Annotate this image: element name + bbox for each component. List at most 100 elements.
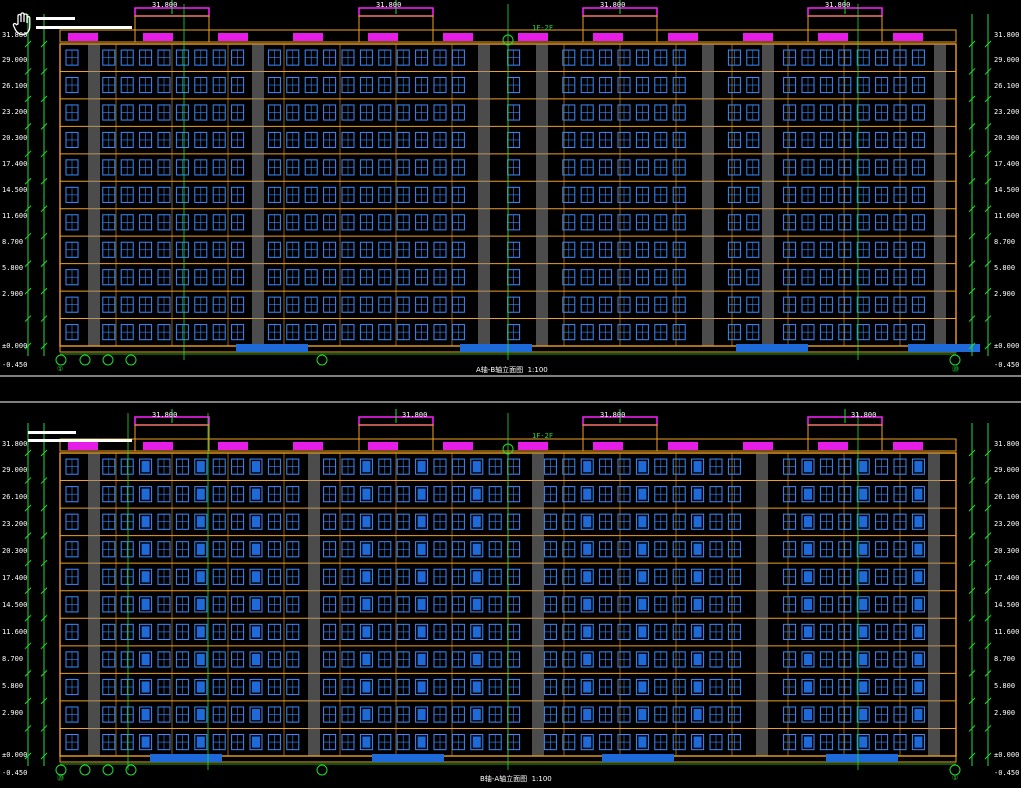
dimension-tick [24, 342, 32, 350]
elev-label: 11.600 [994, 628, 1020, 636]
entrance-canopy [372, 754, 444, 762]
window [580, 513, 594, 530]
elev-label: 14.500 [2, 601, 28, 609]
window [415, 541, 429, 558]
dimension-tick [984, 95, 992, 103]
column-strip [934, 44, 946, 346]
window-glass [362, 461, 371, 473]
window [249, 623, 263, 640]
window [580, 678, 594, 696]
window-glass [141, 681, 150, 693]
dimension-tick [40, 123, 48, 130]
window [415, 458, 429, 475]
window-glass [196, 708, 205, 721]
window-glass [914, 653, 923, 666]
dimension-tick [984, 177, 992, 185]
window-glass [583, 626, 592, 638]
window-glass [417, 653, 426, 666]
drawing-scale-top: 1:100 [527, 366, 548, 374]
window [635, 568, 649, 585]
window [415, 651, 429, 668]
window-glass [693, 736, 702, 748]
dimension-tick [968, 670, 976, 677]
roof-railing-segment [218, 442, 248, 450]
roof-label-bottom-2: 31.800 [402, 411, 428, 419]
window-glass [638, 598, 647, 610]
window [470, 678, 484, 696]
window-glass [693, 571, 702, 583]
dimension-tick [984, 315, 992, 322]
window-glass [141, 571, 150, 583]
entrance-canopy [460, 344, 532, 352]
window [580, 541, 594, 558]
window [801, 706, 815, 723]
window [801, 651, 815, 668]
dimension-tick [968, 642, 976, 650]
dimension-tick [24, 123, 32, 130]
window-glass [362, 653, 371, 666]
window-glass [417, 681, 426, 693]
dimension-tick [24, 287, 32, 295]
window-glass [859, 516, 868, 528]
axis-start-top: ① [57, 365, 64, 373]
window-glass [693, 708, 702, 721]
elev-label: 8.700 [994, 238, 1016, 246]
window [856, 458, 870, 475]
dimension-tick [40, 725, 48, 732]
window [635, 706, 649, 723]
dimension-tick [40, 532, 48, 539]
dimension-tick [984, 587, 992, 595]
dimension-tick [984, 670, 992, 677]
window-glass [472, 516, 481, 528]
dimension-tick [984, 642, 992, 650]
dimension-tick [968, 532, 976, 539]
window-glass [804, 488, 812, 500]
roof-railing-segment [293, 33, 323, 41]
window-glass [914, 626, 923, 638]
window-glass [638, 681, 647, 693]
entrance-canopy [826, 754, 898, 762]
dimension-tick [40, 477, 48, 484]
roof-railing-segment [743, 33, 773, 41]
window-glass [914, 488, 923, 500]
window-glass [252, 681, 260, 693]
annotation-tag-top: 1F-2F [532, 24, 554, 32]
window-glass [914, 736, 923, 748]
window [194, 678, 208, 696]
dimension-tick [24, 449, 32, 457]
window [359, 706, 373, 723]
dimension-tick [984, 504, 992, 512]
elevation-bottom [24, 409, 992, 776]
dimension-tick [968, 315, 976, 322]
roof-railing-segment [293, 442, 323, 450]
window-glass [804, 598, 812, 610]
dimension-tick [40, 177, 48, 185]
dimension-tick [24, 752, 32, 760]
column-strip [478, 44, 490, 346]
elev-label: 2.900 [994, 290, 1016, 298]
window [415, 706, 429, 723]
roof-label-top-3: 31.800 [600, 1, 626, 9]
window-glass [859, 626, 868, 638]
window [249, 513, 263, 530]
window [856, 651, 870, 668]
window-glass [417, 626, 426, 638]
window [691, 513, 705, 530]
window-glass [141, 543, 150, 555]
window [911, 734, 925, 751]
window [635, 678, 649, 696]
window [139, 513, 153, 530]
dimension-tick [40, 670, 48, 677]
window [470, 734, 484, 751]
window-glass [196, 736, 205, 748]
drawing-caption-bottom: B轴-A轴立面图 1:100 [480, 775, 552, 783]
axis-bubble [316, 764, 328, 776]
dimension-tick [984, 532, 992, 539]
dimension-tick [40, 752, 48, 760]
window-glass [914, 571, 923, 583]
window [635, 623, 649, 640]
hand-pan-icon[interactable] [12, 12, 34, 36]
window [801, 734, 815, 751]
elev-label: 20.300 [994, 547, 1020, 555]
